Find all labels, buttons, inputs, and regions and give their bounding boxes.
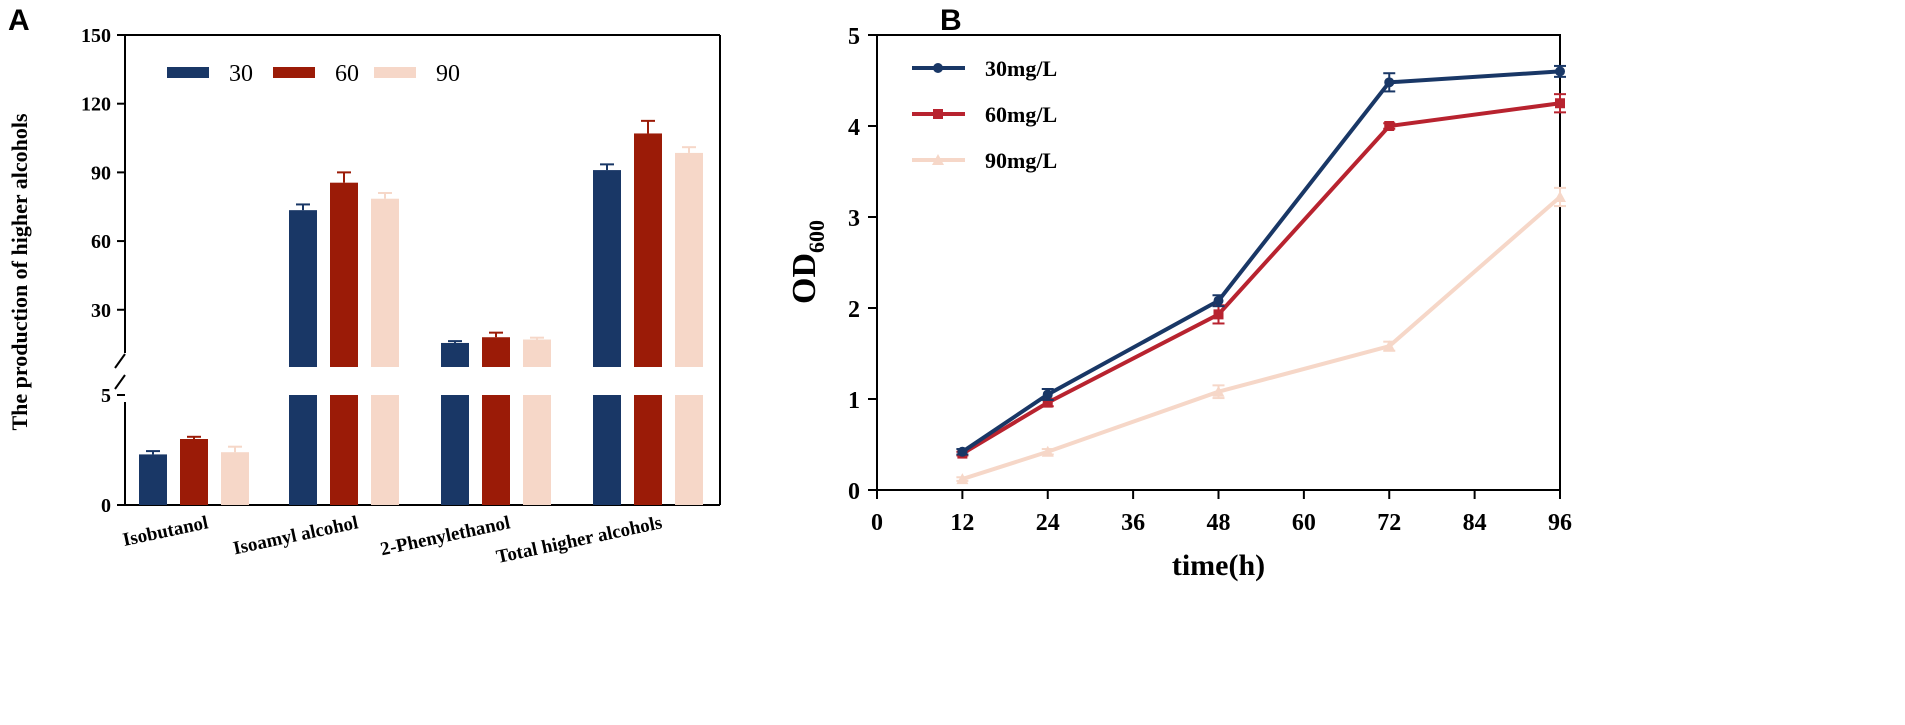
legend-label-30: 30	[229, 61, 253, 87]
axis-break-mark-lower	[114, 374, 126, 390]
bar-60-upper	[634, 133, 662, 367]
x-tick-label: 48	[1207, 510, 1231, 536]
bar-30-lower	[441, 395, 469, 505]
bar-30-upper	[593, 170, 621, 367]
x-tick-label: 72	[1377, 510, 1401, 536]
y-tick-label: 2	[848, 297, 860, 323]
y-tick-label: 4	[848, 115, 860, 141]
x-axis-title: time(h)	[1172, 549, 1265, 582]
data-point-90mg/L	[1554, 190, 1566, 202]
legend-swatch-30	[167, 67, 209, 78]
y-tick-label: 90	[91, 162, 111, 184]
legend-label-60: 60	[335, 61, 359, 87]
legend-marker-30mg/L	[933, 63, 943, 73]
bar-chart-higher-alcohols: 30 60 90 120 150 0 5 The production of higher a…	[7, 25, 721, 568]
y-tick-label: 5	[101, 385, 111, 407]
legend-label-90: 90	[436, 61, 460, 87]
plot-frame	[876, 34, 1561, 491]
x-tick-label: 36	[1121, 510, 1145, 536]
legend-marker-60mg/L	[933, 109, 943, 119]
data-point-60mg/L	[1042, 397, 1053, 408]
data-point-90mg/L	[1383, 340, 1396, 352]
bar-60-upper	[482, 337, 510, 367]
bar-30-lower	[289, 395, 317, 505]
bar-60-lower	[330, 395, 358, 505]
series-line-90mg/L	[961, 195, 1562, 481]
data-point-30mg/L	[1213, 295, 1224, 306]
data-point-60mg/L	[1555, 98, 1565, 109]
y-axis-title: The production of higher alcohols	[7, 113, 32, 430]
bar-90-lower	[523, 395, 551, 505]
data-point-30mg/L	[1555, 66, 1565, 77]
y-axis-title: OD600	[786, 220, 829, 304]
legend-label-60mg/L: 60mg/L	[985, 102, 1057, 127]
x-category-label: Total higher alcohols	[494, 512, 664, 568]
x-tick-label: 96	[1548, 510, 1572, 536]
bar-30-lower	[593, 395, 621, 505]
bar-60-lower	[482, 395, 510, 505]
panel-label-a: A	[8, 4, 30, 37]
line-chart-od600: 0 12 24 36 48 60 72 84 96012345time(h)OD60030mg/…	[786, 24, 1572, 582]
x-category-label: 2-Phenylethanol	[379, 512, 512, 560]
legend-marker-90mg/L	[932, 154, 944, 165]
bar-30-upper	[289, 210, 317, 367]
y-tick-label: 1	[848, 388, 860, 414]
bar-90-upper	[371, 198, 399, 367]
data-point-60mg/L	[1213, 309, 1224, 320]
y-tick-label: 0	[101, 495, 111, 517]
bar-90-lower	[675, 395, 703, 505]
axis-break-mark-upper	[114, 353, 126, 369]
bar-30-upper	[441, 342, 469, 367]
y-tick-label: 5	[848, 24, 860, 50]
data-point-90mg/L	[1041, 445, 1054, 457]
y-tick-label: 3	[848, 206, 860, 232]
y-tick-label: 0	[848, 479, 860, 505]
data-point-60mg/L	[1384, 121, 1395, 131]
y-tick-label: 120	[81, 94, 111, 116]
y-tick-label: 60	[91, 231, 111, 253]
panel-label-b: B	[940, 4, 962, 37]
legend-label-30mg/L: 30mg/L	[985, 56, 1057, 81]
x-tick-label: 60	[1292, 510, 1316, 536]
data-point-30mg/L	[1384, 77, 1395, 88]
data-point-90mg/L	[956, 473, 969, 485]
legend-label-90mg/L: 90mg/L	[985, 148, 1057, 173]
y-axis-title-main: OD	[786, 253, 823, 304]
bar-90	[221, 452, 249, 505]
x-category-label: Isobutanol	[121, 512, 210, 551]
bar-60	[180, 439, 208, 505]
bar-90-upper	[523, 339, 551, 367]
data-point-30mg/L	[957, 446, 968, 457]
data-point-90mg/L	[1212, 385, 1225, 397]
legend-swatch-90	[374, 67, 416, 78]
y-tick-label: 30	[91, 300, 111, 322]
y-axis-title-subscript: 600	[804, 220, 829, 253]
x-tick-label: 12	[950, 510, 974, 536]
x-tick-label: 84	[1463, 510, 1487, 536]
x-tick-label: 0	[871, 510, 883, 536]
bar-90-upper	[675, 152, 703, 367]
x-tick-label: 24	[1036, 510, 1060, 536]
bar-60-upper	[330, 182, 358, 367]
y-tick-label: 150	[81, 25, 111, 47]
legend-swatch-60	[273, 67, 315, 78]
x-category-label: Isoamyl alcohol	[231, 512, 360, 559]
bar-60-lower	[634, 395, 662, 505]
bar-30	[139, 454, 167, 505]
bar-90-lower	[371, 395, 399, 505]
data-point-30mg/L	[1042, 389, 1053, 400]
